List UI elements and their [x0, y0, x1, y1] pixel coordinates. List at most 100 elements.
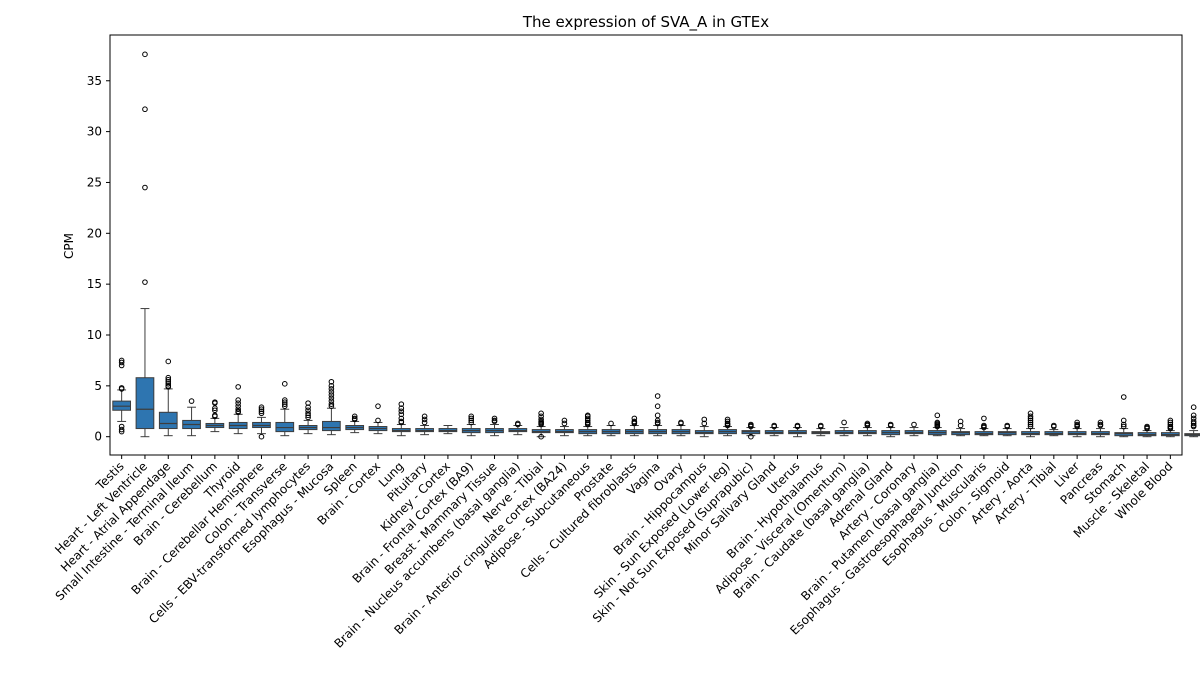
outlier-point — [398, 411, 405, 418]
chart-title: The expression of SVA_A in GTEx — [522, 13, 769, 32]
outlier-point — [654, 417, 661, 424]
outlier-point — [398, 408, 405, 415]
outlier-point — [631, 420, 638, 427]
outlier-point — [1167, 417, 1174, 424]
outlier-point — [864, 422, 871, 429]
outlier-point — [375, 417, 381, 424]
outlier-point — [142, 106, 148, 113]
outlier-point — [305, 412, 311, 419]
outlier-point — [771, 423, 777, 430]
outlier-point — [584, 417, 591, 424]
outlier-point — [538, 433, 544, 440]
outlier-point — [654, 420, 661, 427]
outlier-point — [491, 418, 498, 425]
outlier-point — [1027, 419, 1034, 426]
outlier-point — [654, 412, 661, 419]
outlier-point — [188, 398, 195, 404]
outlier-point — [142, 279, 148, 285]
outlier-point — [468, 419, 475, 426]
y-tick-label: 25 — [87, 175, 102, 189]
outlier-point — [421, 419, 428, 426]
outlier-point — [1167, 425, 1174, 432]
outlier-point — [468, 415, 475, 422]
outlier-point — [305, 410, 311, 417]
outlier-point — [1051, 423, 1057, 430]
outlier-point — [584, 413, 591, 420]
outlier-point — [1167, 421, 1174, 428]
outlier-point — [328, 403, 335, 409]
outlier-point — [305, 404, 311, 411]
y-tick-label: 10 — [87, 328, 102, 342]
outlier-point — [748, 423, 754, 430]
outlier-point — [561, 420, 568, 427]
outlier-point — [328, 378, 335, 385]
outlier-point — [398, 401, 405, 407]
outlier-point — [538, 421, 544, 428]
outlier-point — [1190, 412, 1197, 419]
outlier-point — [165, 374, 172, 381]
outlier-point — [817, 423, 824, 430]
outlier-point — [212, 405, 218, 412]
outlier-point — [375, 403, 381, 409]
outlier-point — [934, 412, 941, 419]
outlier-point — [281, 401, 288, 407]
outlier-point — [118, 386, 125, 392]
outlier-point — [142, 184, 148, 191]
outlier-point — [1120, 417, 1127, 424]
outlier-point — [1120, 394, 1127, 400]
outlier-point — [305, 414, 311, 421]
outlier-point — [281, 381, 288, 387]
outlier-point — [724, 418, 731, 425]
outlier-point — [258, 406, 265, 413]
y-axis-label: CPM — [62, 233, 76, 259]
outlier-point — [1120, 421, 1127, 428]
outlier-point — [1027, 413, 1034, 420]
outlier-point — [118, 362, 125, 369]
outlier-point — [328, 389, 335, 395]
outlier-point — [515, 421, 521, 428]
outlier-point — [328, 401, 335, 407]
outlier-point — [328, 395, 335, 401]
outlier-point — [281, 399, 288, 405]
outlier-point — [235, 409, 241, 416]
outlier-point — [1120, 423, 1127, 430]
outlier-point — [911, 421, 917, 428]
outlier-point — [258, 433, 265, 440]
outlier-point — [1144, 425, 1150, 432]
outlier-point — [724, 422, 731, 429]
outlier-point — [608, 420, 614, 427]
outlier-point — [328, 383, 335, 389]
y-tick-label: 35 — [87, 74, 102, 88]
outlier-point — [1027, 423, 1034, 430]
outlier-point — [421, 413, 428, 420]
outlier-point — [235, 400, 241, 406]
outlier-point — [538, 410, 544, 417]
outlier-point — [957, 422, 964, 429]
outlier-point — [1027, 415, 1034, 422]
outlier-point — [748, 433, 754, 440]
outlier-point — [351, 416, 358, 423]
outlier-point — [305, 400, 311, 406]
outlier-point — [1190, 420, 1197, 427]
iqr-box — [158, 411, 178, 430]
outlier-point — [468, 417, 475, 424]
outlier-point — [258, 404, 265, 411]
outlier-point — [561, 417, 568, 424]
outlier-point — [701, 420, 708, 427]
outlier-point — [654, 403, 661, 409]
outlier-point — [258, 408, 265, 415]
outlier-point — [934, 423, 941, 430]
outlier-point — [1097, 419, 1104, 426]
outlier-point — [328, 386, 335, 392]
iqr-box — [135, 377, 155, 430]
outlier-point — [654, 393, 661, 399]
outlier-point — [887, 422, 894, 429]
outlier-point — [468, 413, 475, 420]
outlier-point — [491, 415, 498, 422]
outlier-point — [841, 419, 847, 426]
outlier-point — [584, 421, 591, 428]
outlier-point — [281, 403, 288, 409]
y-tick-label: 5 — [94, 379, 102, 393]
outlier-point — [398, 405, 405, 412]
